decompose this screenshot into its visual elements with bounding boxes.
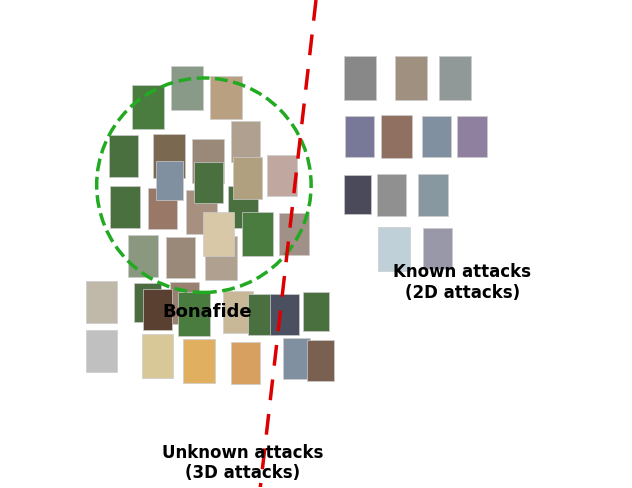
FancyBboxPatch shape	[203, 212, 234, 256]
FancyBboxPatch shape	[170, 283, 199, 324]
FancyBboxPatch shape	[344, 56, 375, 100]
FancyBboxPatch shape	[395, 56, 427, 100]
FancyBboxPatch shape	[171, 66, 203, 110]
Text: Known attacks
(2D attacks): Known attacks (2D attacks)	[393, 264, 532, 302]
FancyBboxPatch shape	[241, 212, 274, 256]
FancyBboxPatch shape	[128, 235, 157, 277]
FancyBboxPatch shape	[178, 292, 210, 336]
FancyBboxPatch shape	[223, 291, 253, 333]
FancyBboxPatch shape	[418, 174, 447, 216]
FancyBboxPatch shape	[279, 213, 308, 255]
FancyBboxPatch shape	[267, 155, 296, 196]
FancyBboxPatch shape	[380, 115, 412, 159]
FancyBboxPatch shape	[422, 116, 451, 157]
FancyBboxPatch shape	[166, 237, 195, 278]
FancyBboxPatch shape	[233, 157, 262, 199]
FancyBboxPatch shape	[228, 186, 257, 228]
FancyBboxPatch shape	[111, 186, 140, 228]
FancyBboxPatch shape	[423, 228, 453, 269]
FancyBboxPatch shape	[439, 56, 471, 100]
FancyBboxPatch shape	[205, 236, 237, 280]
FancyBboxPatch shape	[142, 334, 173, 378]
FancyBboxPatch shape	[153, 134, 185, 178]
Text: Unknown attacks
(3D attacks): Unknown attacks (3D attacks)	[162, 444, 324, 483]
FancyBboxPatch shape	[378, 226, 410, 270]
FancyBboxPatch shape	[86, 330, 118, 372]
FancyBboxPatch shape	[231, 343, 260, 384]
FancyBboxPatch shape	[194, 162, 223, 203]
FancyBboxPatch shape	[231, 121, 260, 162]
Text: Bonafide: Bonafide	[162, 303, 252, 321]
FancyBboxPatch shape	[210, 76, 241, 120]
FancyBboxPatch shape	[143, 289, 173, 330]
FancyBboxPatch shape	[248, 294, 277, 335]
FancyBboxPatch shape	[303, 292, 329, 331]
FancyBboxPatch shape	[458, 116, 487, 157]
FancyBboxPatch shape	[345, 116, 375, 157]
FancyBboxPatch shape	[156, 161, 183, 200]
FancyBboxPatch shape	[183, 339, 215, 383]
FancyBboxPatch shape	[192, 139, 224, 183]
FancyBboxPatch shape	[132, 85, 164, 129]
FancyBboxPatch shape	[308, 340, 334, 382]
FancyBboxPatch shape	[109, 135, 138, 177]
FancyBboxPatch shape	[377, 174, 406, 216]
FancyBboxPatch shape	[135, 283, 161, 322]
FancyBboxPatch shape	[270, 294, 299, 335]
FancyBboxPatch shape	[283, 338, 310, 379]
FancyBboxPatch shape	[344, 176, 371, 214]
FancyBboxPatch shape	[148, 188, 177, 229]
FancyBboxPatch shape	[86, 282, 118, 323]
FancyBboxPatch shape	[186, 190, 217, 234]
